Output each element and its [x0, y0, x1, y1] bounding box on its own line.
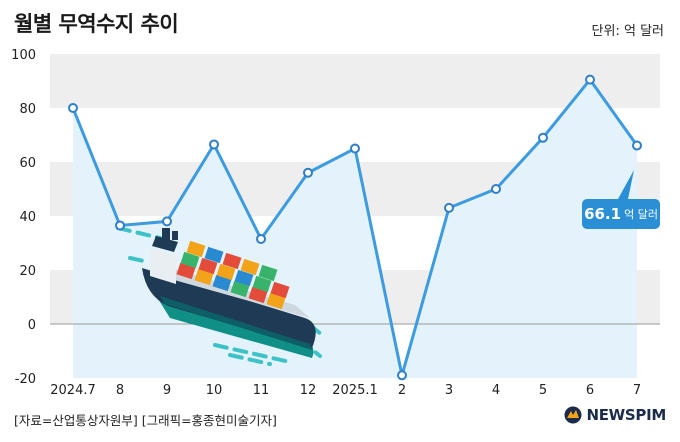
- callout-value: 66.1: [584, 205, 622, 223]
- y-tick-label: 60: [19, 156, 36, 171]
- callout-pointer: [618, 170, 634, 199]
- data-point: [444, 202, 454, 213]
- logo-text: NEWSPIM: [586, 406, 666, 424]
- data-point: [303, 167, 313, 178]
- y-tick-label: 20: [19, 264, 36, 279]
- y-tick-label: 80: [19, 102, 36, 117]
- x-tick-label: 6: [586, 383, 594, 398]
- data-point: [350, 143, 360, 154]
- x-tick-label: 11: [253, 383, 270, 398]
- x-tick-label: 2025.1: [332, 383, 378, 398]
- unit-label: 단위: 억 달러: [591, 24, 664, 39]
- value-callout: 66.1 억 달러: [582, 199, 660, 229]
- source-credit: [자료=산업통상자원부] [그래픽=홍종현미술기자]: [14, 413, 277, 428]
- x-tick-label: 5: [539, 383, 547, 398]
- data-point: [256, 233, 266, 244]
- data-point: [491, 184, 501, 194]
- x-tick-label: 3: [445, 383, 453, 398]
- chart-title: 월별 무역수지 추이: [14, 12, 179, 36]
- grid-band: [50, 54, 660, 108]
- newspim-logo: NEWSPIM: [564, 406, 666, 424]
- x-tick-label: 2024.7: [50, 383, 96, 398]
- data-point: [632, 140, 642, 151]
- x-tick-label: 2: [398, 383, 406, 398]
- data-point: [115, 220, 125, 231]
- data-point: [209, 139, 219, 150]
- x-tick-label: 7: [633, 383, 641, 398]
- data-point: [538, 132, 548, 143]
- data-point: [162, 216, 172, 227]
- x-tick-label: 4: [492, 383, 500, 398]
- y-tick-label: 40: [19, 210, 36, 225]
- data-point: [68, 103, 78, 113]
- newspim-logo-icon: [564, 406, 582, 424]
- x-tick-label: 12: [300, 383, 317, 398]
- y-tick-label: 100: [11, 48, 36, 63]
- y-tick-label: -20: [15, 372, 36, 387]
- data-point: [397, 370, 407, 381]
- callout-unit: 억 달러: [624, 208, 658, 221]
- container-ship-illustration: [116, 226, 324, 366]
- x-tick-label: 10: [206, 383, 223, 398]
- data-point: [585, 74, 595, 85]
- x-tick-label: 8: [116, 383, 124, 398]
- y-axis: -20 0 20 40 60 80 100: [11, 48, 36, 387]
- x-axis: 2024.7 8 9 10 11 12 2025.1 2 3 4 5 6 7: [50, 383, 641, 398]
- y-tick-label: 0: [28, 318, 36, 333]
- x-tick-label: 9: [163, 383, 171, 398]
